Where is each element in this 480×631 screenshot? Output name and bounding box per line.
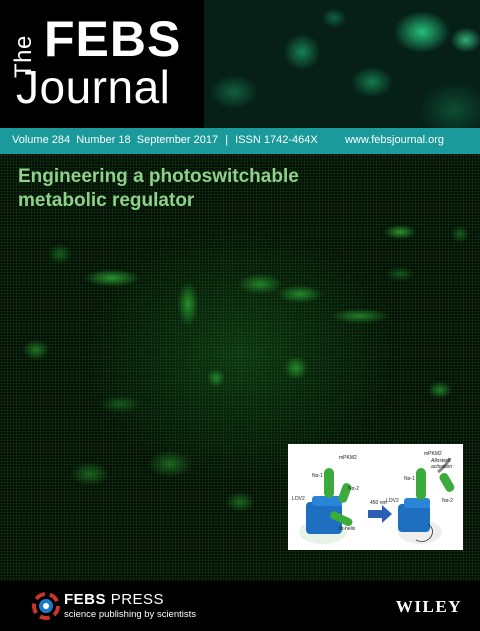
masthead: The FEBS Journal — [0, 0, 204, 128]
allosteric-arrow-icon — [437, 457, 452, 474]
left-lov2-domain — [306, 502, 342, 534]
left-na1-label: Nα-1 — [312, 473, 323, 479]
right-na1-label: Nα-1 — [404, 476, 415, 482]
right-mpkm2-label: mPKM2 — [424, 451, 442, 457]
inset-diagram: mPKM2 Nα-1 Nα-2 LOV2 Jα-helix 450 nm mPK… — [288, 444, 463, 550]
headline-line-1: Engineering a photoswitchable — [18, 166, 299, 187]
right-na2-helix — [439, 472, 455, 492]
right-na2-label: Nα-2 — [442, 498, 453, 504]
right-lov2-top — [404, 498, 430, 508]
masthead-febs: FEBS — [44, 11, 182, 67]
right-na1-helix — [416, 468, 426, 500]
website-link[interactable]: www.febsjournal.org — [344, 134, 444, 146]
febs-press-press: PRESS — [110, 591, 165, 608]
cover-footer: FEBS PRESS science publishing by scienti… — [0, 581, 480, 631]
allosteric-label: Allosteric — [430, 458, 452, 464]
volume: Volume 284 — [12, 134, 71, 146]
right-lov2-label: LOV2 — [386, 498, 399, 504]
left-ja-helix — [329, 511, 353, 527]
header-micrograph — [204, 0, 480, 128]
issue-info-bar: Volume 284 Number 18 September 2017 | IS… — [0, 128, 480, 154]
left-na2-helix — [338, 483, 352, 503]
left-na1-helix — [324, 468, 334, 498]
number: Number 18 — [76, 134, 131, 146]
febs-press-logo-icon — [32, 592, 60, 620]
wiley-logo: WILEY — [395, 597, 462, 616]
left-lov2-label: LOV2 — [292, 496, 305, 502]
febs-press-name: FEBS PRESS — [64, 591, 164, 608]
photoswitch-diagram: mPKM2 Nα-1 Nα-2 LOV2 Jα-helix 450 nm mPK… — [292, 451, 455, 544]
date: September 2017 — [136, 134, 219, 146]
masthead-journal: Journal — [16, 61, 171, 113]
activation-label: activation — [431, 464, 452, 470]
febs-press-tagline: science publishing by scientists — [64, 609, 197, 620]
left-na2-label: Nα-2 — [348, 486, 359, 492]
left-lov2-top — [312, 496, 342, 506]
left-mpkm2-label: mPKM2 — [339, 455, 357, 461]
headline-line-2: metabolic regulator — [18, 190, 195, 211]
issue-details: Volume 284 Number 18 September 2017 | IS… — [12, 134, 318, 146]
arrow-label: 450 nm — [370, 500, 387, 506]
right-lov2-domain — [398, 504, 430, 532]
issn: ISSN 1742-464X — [235, 134, 318, 146]
febs-press-febs: FEBS — [64, 591, 107, 608]
separator: | — [225, 134, 229, 146]
left-ja-label: Jα-helix — [338, 526, 356, 532]
cover-micrograph — [0, 154, 480, 581]
right-ja-unfolded — [415, 523, 433, 542]
light-arrow-icon — [368, 505, 392, 523]
cover-headline: Engineering a photoswitchable metabolic … — [18, 165, 458, 213]
